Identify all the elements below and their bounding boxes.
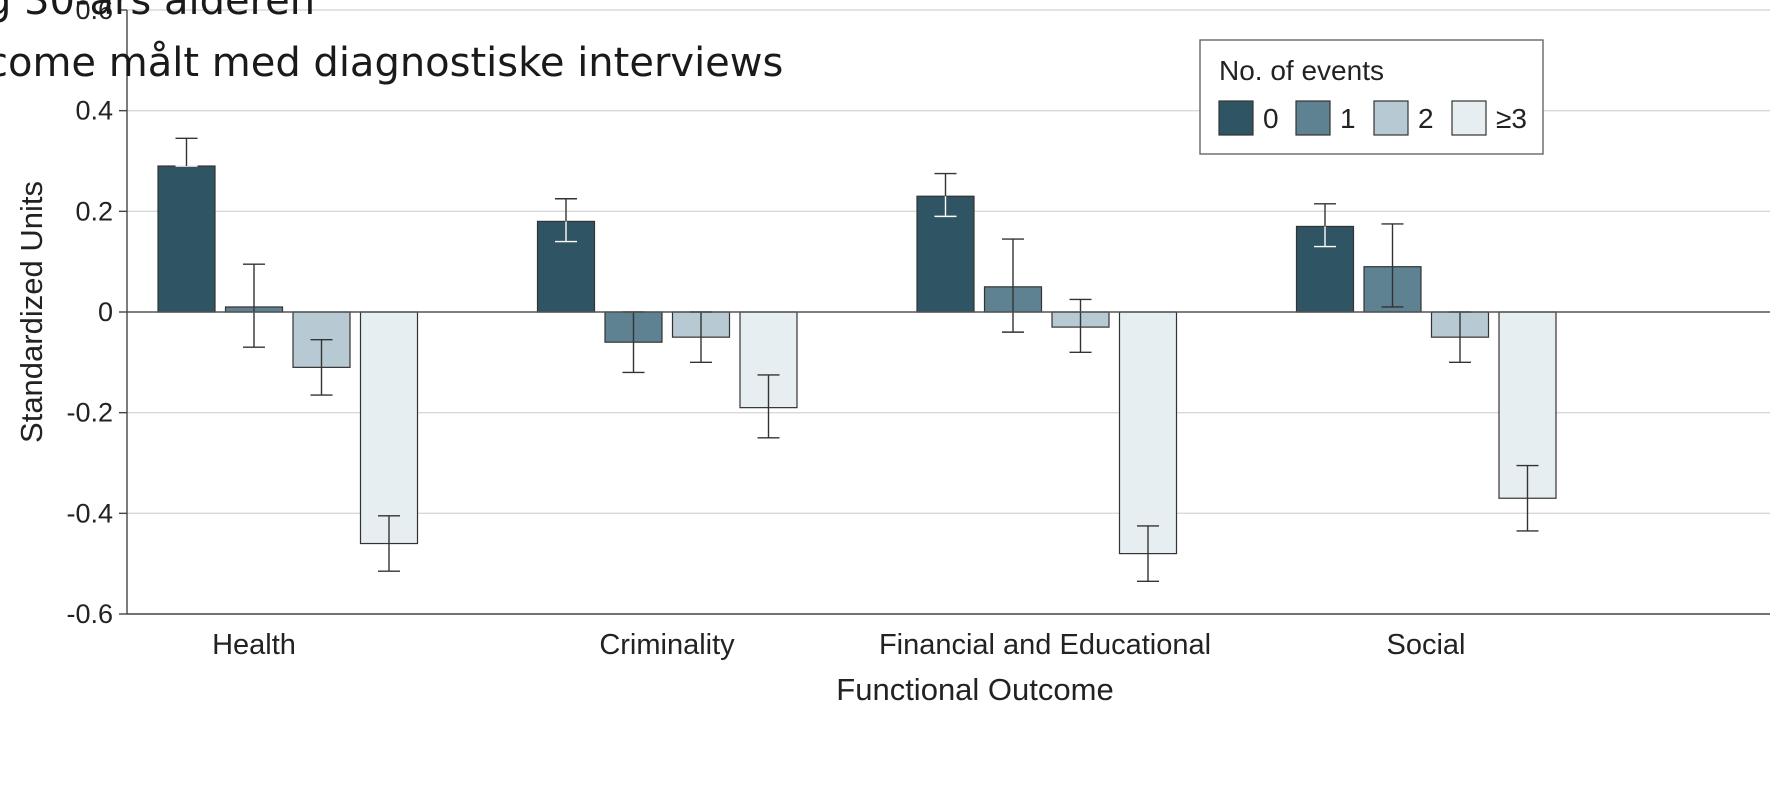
bar-0-0 — [157, 165, 216, 313]
bar-3plus-0 — [359, 311, 419, 545]
y-tick-label: -0.4 — [66, 498, 113, 528]
legend-label: ≥3 — [1496, 103, 1527, 134]
x-axis-title: Functional Outcome — [836, 672, 1113, 707]
legend-items: 0 1 2 ≥3 — [1218, 100, 1527, 136]
legend-swatch — [1218, 100, 1254, 136]
legend-label: 2 — [1418, 103, 1434, 134]
legend-label: 0 — [1263, 103, 1279, 134]
bars — [157, 165, 1557, 555]
overlay-title-line-1: g 30-års alderen — [0, 0, 316, 24]
y-tick-label: 0 — [98, 297, 113, 327]
overlay-title-line-2: come målt med diagnostiske interviews — [0, 40, 784, 86]
legend-swatch — [1295, 100, 1331, 136]
axes: -0.6 -0.4 -0.2 0 0.2 0.4 0.6 Health Criminality F… — [66, 0, 1770, 661]
bar-3plus-2 — [1118, 311, 1178, 555]
error-bars — [175, 137, 1539, 582]
x-category-label: Criminality — [599, 629, 735, 661]
legend-label: 1 — [1340, 103, 1356, 134]
y-tick-label: -0.2 — [66, 398, 113, 428]
legend-title: No. of events — [1219, 55, 1384, 86]
y-tick-label: 0.6 — [75, 0, 113, 25]
x-category-label: Financial and Educational — [879, 629, 1211, 661]
x-category-label: Health — [212, 629, 296, 661]
y-tick-label: 0.2 — [75, 196, 113, 226]
y-tick-label: -0.6 — [66, 599, 113, 629]
x-category-label: Social — [1387, 629, 1466, 661]
y-tick-label: 0.4 — [75, 96, 113, 126]
legend-swatch — [1451, 100, 1487, 136]
legend: No. of events 0 1 2 ≥3 — [1199, 39, 1544, 155]
y-axis-title: Standardized Units — [14, 181, 49, 443]
legend-swatch — [1373, 100, 1409, 136]
